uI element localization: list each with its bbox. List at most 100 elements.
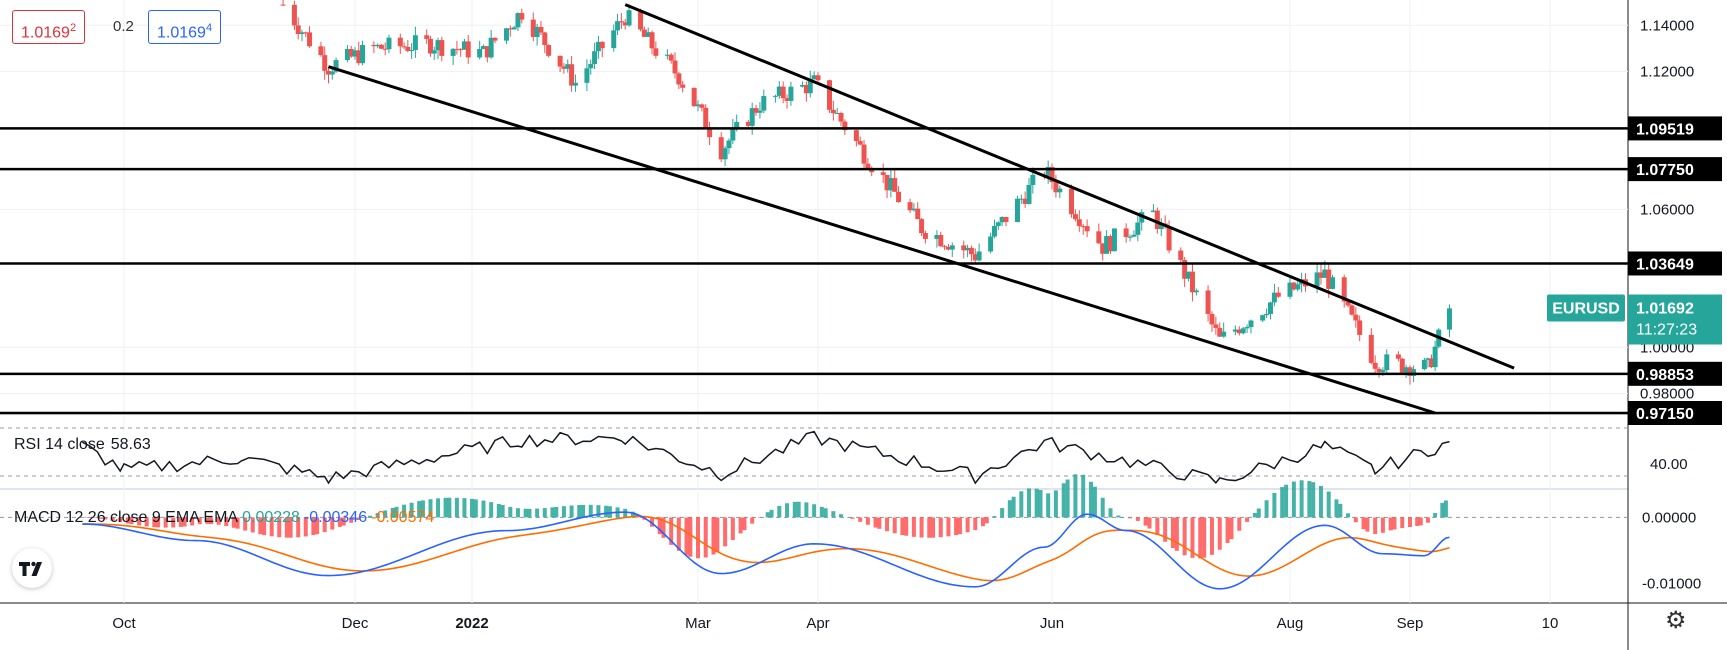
- macd-histogram-bar: [118, 517, 123, 523]
- macd-histogram-bar: [163, 517, 168, 528]
- candle-body: [1026, 185, 1032, 204]
- macd-histogram-bar: [1089, 481, 1094, 518]
- candle-body: [842, 121, 848, 131]
- macd-histogram-bar: [262, 517, 267, 535]
- candle-body: [1193, 290, 1199, 293]
- macd-histogram-bar: [523, 508, 528, 518]
- candle-body: [1135, 222, 1141, 235]
- macd-histogram-bar: [703, 517, 708, 558]
- macd-histogram-bar: [152, 517, 157, 528]
- macd-histogram-bar: [1163, 517, 1168, 542]
- macd-histogram-bar: [927, 517, 932, 538]
- macd-histogram-bar: [315, 517, 320, 535]
- candle-body: [1248, 320, 1254, 328]
- candle-body: [1186, 271, 1192, 279]
- macd-histogram-bar: [1334, 499, 1339, 518]
- candle-body: [1182, 259, 1188, 279]
- candle-body: [615, 21, 621, 31]
- candle-body: [834, 113, 840, 115]
- macd-histogram-bar: [209, 517, 214, 524]
- macd-histogram-bar: [156, 517, 161, 528]
- macd-histogram-bar: [1046, 493, 1051, 518]
- candle-body: [938, 234, 944, 247]
- tradingview-logo-icon[interactable]: [12, 548, 52, 588]
- macd-histogram-bar: [1365, 517, 1370, 532]
- gear-icon[interactable]: ⚙: [1665, 607, 1687, 634]
- ask-price-box[interactable]: 1.01694: [148, 10, 222, 44]
- macd-histogram-bar: [224, 517, 229, 527]
- macd-histogram-bar: [715, 517, 720, 553]
- candle-body: [730, 127, 736, 141]
- macd-histogram-bar: [931, 517, 936, 538]
- macd-histogram-bar: [129, 517, 134, 525]
- candle-body: [988, 236, 994, 252]
- macd-histogram-bar: [394, 506, 399, 518]
- symbol-tag: EURUSD: [1552, 300, 1620, 317]
- macd-histogram-bar: [103, 517, 108, 520]
- candle-body: [869, 169, 875, 173]
- candle-body: [1189, 271, 1195, 293]
- candle-body: [884, 174, 890, 191]
- candle-body: [622, 22, 628, 26]
- macd-histogram-bar: [1245, 517, 1250, 522]
- macd-histogram-bar: [1225, 517, 1230, 543]
- macd-histogram-bar: [1143, 517, 1148, 526]
- macd-histogram-bar: [311, 517, 316, 536]
- macd-histogram-bar: [865, 517, 870, 525]
- macd-histogram-bar: [1425, 517, 1430, 523]
- macd-histogram-bar: [984, 517, 989, 524]
- macd-histogram-bar: [757, 517, 762, 518]
- macd-histogram-bar: [1252, 512, 1257, 518]
- candle-body: [945, 246, 951, 250]
- candle-body: [638, 10, 644, 30]
- candle-body: [542, 32, 548, 45]
- candle-body: [1014, 198, 1020, 223]
- macd-histogram-bar: [1408, 517, 1412, 528]
- candle-body: [588, 64, 594, 69]
- bid-price-box[interactable]: 1.01692: [12, 10, 86, 44]
- candle-body: [949, 245, 955, 250]
- macd-histogram-bar: [447, 497, 452, 518]
- macd-histogram-bar: [1326, 491, 1331, 518]
- macd-histogram-bar: [1272, 492, 1277, 518]
- level-label: 0.98853: [1636, 367, 1694, 384]
- macd-histogram-bar: [110, 517, 115, 521]
- symbol-tag-bg: [1547, 294, 1625, 322]
- macd-histogram-bar: [1361, 517, 1366, 530]
- macd-histogram-bar: [390, 507, 395, 518]
- bid-price-sup: 2: [69, 22, 77, 34]
- candle-body: [664, 54, 670, 56]
- candle-body: [405, 46, 411, 52]
- candle-body: [1236, 329, 1242, 334]
- candle-body: [1260, 315, 1266, 321]
- level-label: 1.03649: [1636, 256, 1694, 273]
- candle-body: [1380, 370, 1386, 373]
- candle-body: [409, 50, 415, 52]
- macd-histogram-bar: [1264, 500, 1269, 518]
- candle-body: [557, 55, 563, 67]
- candle-body: [892, 178, 898, 192]
- macd-histogram-bar: [1353, 517, 1358, 523]
- candle-body: [1178, 250, 1184, 260]
- macd-histogram-bar: [454, 497, 459, 518]
- candle-body: [569, 64, 575, 86]
- candle-body: [1349, 305, 1355, 315]
- candle-body: [1267, 302, 1273, 314]
- macd-tick-label: -0.01000: [1642, 575, 1701, 592]
- macd-histogram-bar: [178, 517, 183, 527]
- candle-body: [348, 48, 354, 57]
- macd-histogram-bar: [1418, 517, 1423, 526]
- candle-body: [649, 32, 655, 49]
- candle-body: [484, 46, 490, 58]
- rsi-legend[interactable]: RSI 14 close 58.63: [14, 436, 157, 454]
- macd-histogram-bar: [596, 505, 601, 518]
- candle-body: [995, 222, 1001, 226]
- candle-body: [919, 219, 925, 234]
- macd-histogram-bar: [1291, 481, 1296, 518]
- macd-legend[interactable]: MACD 12 26 close 9 EMA EMA 0.00228 -0.0034…: [14, 509, 440, 527]
- candle-body: [1271, 292, 1277, 303]
- macd-histogram-bar: [554, 506, 559, 518]
- macd-histogram-bar: [1053, 490, 1058, 518]
- macd-histogram-bar: [973, 517, 978, 531]
- candle-body: [461, 41, 467, 50]
